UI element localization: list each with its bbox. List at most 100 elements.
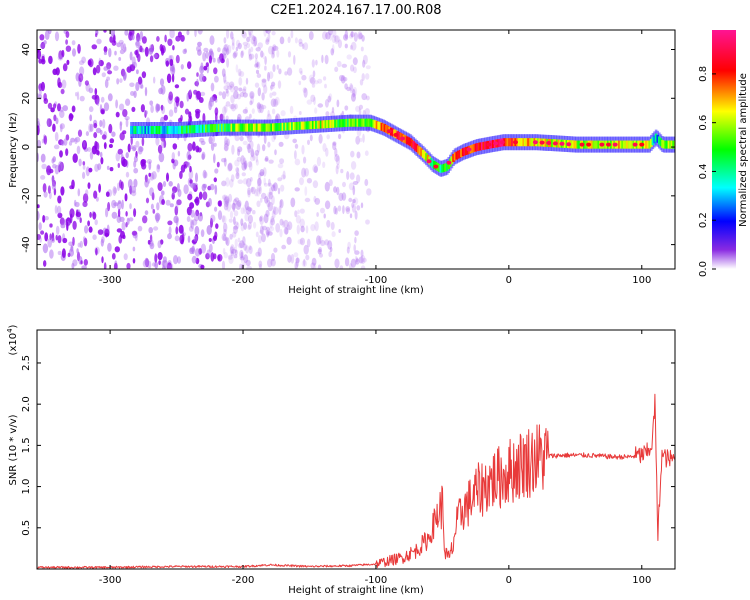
- noise-speckle: [312, 70, 316, 78]
- ridge-cell: [185, 125, 189, 134]
- noise-speckle: [271, 210, 276, 220]
- noise-speckle: [338, 192, 344, 202]
- ridge-cell: [356, 118, 360, 127]
- ridge-cell: [310, 121, 313, 130]
- noise-speckle: [172, 45, 175, 51]
- noise-speckle: [266, 198, 271, 203]
- noise-speckle: [264, 196, 269, 204]
- noise-speckle: [305, 254, 310, 261]
- noise-speckle: [121, 199, 124, 210]
- noise-speckle: [237, 242, 244, 249]
- ridge-cell: [219, 123, 222, 132]
- noise-speckle: [103, 262, 107, 269]
- ridge-cell: [131, 126, 135, 134]
- noise-speckle: [99, 151, 103, 158]
- ridge-cell: [372, 119, 376, 128]
- noise-speckle: [49, 223, 53, 228]
- noise-speckle: [297, 209, 300, 215]
- ridge-cell: [321, 120, 324, 129]
- noise-speckle: [212, 135, 215, 143]
- noise-speckle: [322, 161, 326, 168]
- noise-speckle: [71, 40, 76, 46]
- noise-speckle: [335, 155, 340, 166]
- ridge-cell: [189, 125, 192, 134]
- noise-speckle: [135, 40, 140, 49]
- x-tick-label: 0: [506, 275, 512, 286]
- ridge-cell: [217, 123, 221, 132]
- noise-speckle: [267, 258, 273, 268]
- ridge-cell: [375, 121, 379, 129]
- ridge-cell: [361, 118, 364, 127]
- noise-speckle: [118, 234, 123, 244]
- noise-speckle: [314, 107, 318, 114]
- noise-speckle: [235, 64, 239, 73]
- noise-speckle: [196, 45, 202, 52]
- ridge-peak: [513, 140, 518, 145]
- noise-speckle: [270, 258, 276, 267]
- noise-speckle: [233, 254, 238, 259]
- snr-x-label: Height of straight line (km): [288, 585, 424, 596]
- noise-speckle: [313, 96, 316, 106]
- noise-speckle: [208, 136, 213, 145]
- noise-speckle: [272, 44, 277, 52]
- ridge-cell: [248, 123, 251, 132]
- ridge-cell: [504, 138, 508, 147]
- noise-speckle: [93, 190, 98, 199]
- noise-speckle: [260, 50, 264, 58]
- ridge-peak: [546, 141, 552, 145]
- noise-speckle: [83, 237, 88, 247]
- snr-background: [37, 330, 675, 569]
- noise-speckle: [167, 38, 173, 46]
- noise-speckle: [250, 186, 256, 195]
- ridge-cell: [203, 124, 206, 133]
- ridge-cell: [216, 123, 219, 132]
- noise-speckle: [38, 222, 42, 231]
- noise-speckle: [140, 84, 144, 89]
- noise-speckle: [223, 79, 228, 85]
- noise-speckle: [249, 140, 254, 150]
- noise-speckle: [240, 50, 244, 59]
- noise-speckle: [348, 182, 355, 191]
- noise-speckle: [233, 216, 236, 226]
- noise-speckle: [196, 72, 199, 77]
- noise-speckle: [304, 167, 309, 177]
- noise-speckle: [298, 67, 303, 74]
- noise-speckle: [255, 69, 260, 74]
- x-tick-label: -300: [99, 575, 122, 586]
- noise-speckle: [359, 137, 363, 143]
- noise-speckle: [352, 185, 356, 196]
- noise-speckle: [95, 150, 100, 155]
- noise-speckle: [347, 241, 351, 250]
- ridge-cell: [280, 122, 283, 131]
- noise-speckle: [55, 117, 59, 125]
- noise-speckle: [278, 141, 284, 147]
- ridge-cell: [490, 140, 494, 149]
- noise-speckle: [346, 171, 350, 180]
- ridge-cell: [169, 126, 173, 134]
- noise-speckle: [80, 260, 83, 265]
- noise-speckle: [108, 123, 113, 134]
- noise-speckle: [82, 236, 86, 243]
- ridge-cell: [650, 138, 653, 147]
- noise-speckle: [133, 155, 138, 163]
- ridge-cell: [316, 120, 320, 129]
- noise-speckle: [354, 210, 358, 220]
- noise-speckle: [247, 222, 252, 230]
- noise-speckle: [239, 135, 244, 142]
- noise-speckle: [265, 226, 271, 236]
- noise-speckle: [88, 123, 92, 133]
- noise-speckle: [250, 148, 254, 158]
- noise-speckle: [223, 195, 227, 205]
- noise-speckle: [70, 137, 76, 143]
- noise-speckle: [100, 108, 106, 115]
- noise-speckle: [247, 207, 253, 212]
- noise-speckle: [235, 172, 240, 180]
- ridge-cell: [473, 144, 476, 152]
- noise-speckle: [142, 215, 148, 224]
- ridge-cell: [603, 140, 607, 149]
- noise-speckle: [37, 139, 42, 149]
- noise-speckle: [57, 103, 61, 112]
- noise-speckle: [108, 144, 113, 148]
- noise-speckle: [155, 136, 160, 146]
- ridge-cell: [573, 140, 577, 149]
